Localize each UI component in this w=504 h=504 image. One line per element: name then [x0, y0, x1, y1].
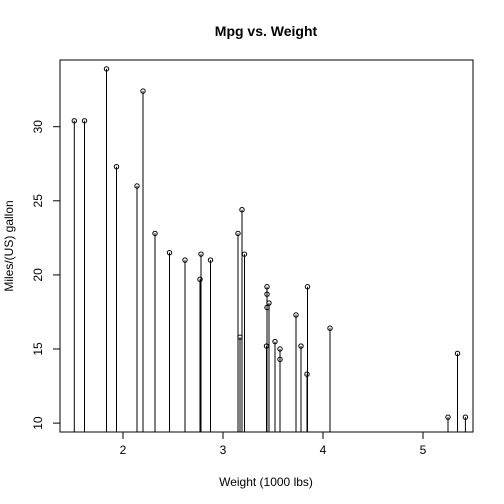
- data-point: [198, 251, 204, 257]
- data-point: [266, 300, 272, 306]
- data-point: [71, 118, 78, 124]
- x-tick-label: 5: [420, 443, 427, 457]
- data-point: [197, 276, 203, 283]
- data-point: [272, 338, 278, 345]
- data-point: [304, 284, 311, 290]
- data-point: [81, 118, 88, 124]
- x-tick-label: 3: [220, 443, 227, 457]
- x-axis: 2 3 4 5: [120, 431, 427, 457]
- data-point: [264, 291, 270, 297]
- data-point: [277, 356, 283, 363]
- data-point: [140, 88, 146, 94]
- data-point: [241, 251, 248, 257]
- x-tick-label: 2: [120, 443, 127, 457]
- data-point: [264, 304, 270, 311]
- y-axis: 10 15 20 25 30: [31, 120, 61, 430]
- y-tick-label: 15: [31, 342, 45, 356]
- y-tick-label: 30: [31, 120, 45, 134]
- data-point: [182, 257, 188, 263]
- point-group: [71, 66, 469, 420]
- data-point: [298, 343, 304, 349]
- data-point: [166, 249, 173, 256]
- data-point: [103, 66, 110, 72]
- data-point: [239, 206, 245, 213]
- x-axis-label: Weight (1000 lbs): [219, 475, 313, 489]
- y-axis-label: Miles/(US) gallon: [2, 200, 16, 291]
- data-point: [237, 334, 243, 340]
- data-point: [264, 284, 270, 290]
- x-tick-label: 4: [320, 443, 327, 457]
- data-point: [152, 230, 158, 237]
- data-point: [304, 371, 310, 377]
- y-tick-label: 20: [31, 268, 45, 282]
- data-point: [134, 183, 140, 189]
- data-point: [327, 325, 333, 331]
- data-point: [113, 164, 120, 170]
- data-point: [277, 346, 283, 352]
- data-point: [462, 414, 469, 420]
- stem-group: [73, 68, 466, 432]
- data-point: [445, 414, 451, 420]
- data-point: [207, 257, 214, 263]
- y-tick-label: 25: [31, 194, 45, 208]
- data-point: [454, 350, 461, 357]
- y-tick-label: 10: [31, 416, 45, 430]
- data-point: [235, 230, 241, 237]
- chart-title: Mpg vs. Weight: [215, 23, 318, 39]
- data-point: [293, 312, 299, 318]
- data-point: [263, 343, 270, 349]
